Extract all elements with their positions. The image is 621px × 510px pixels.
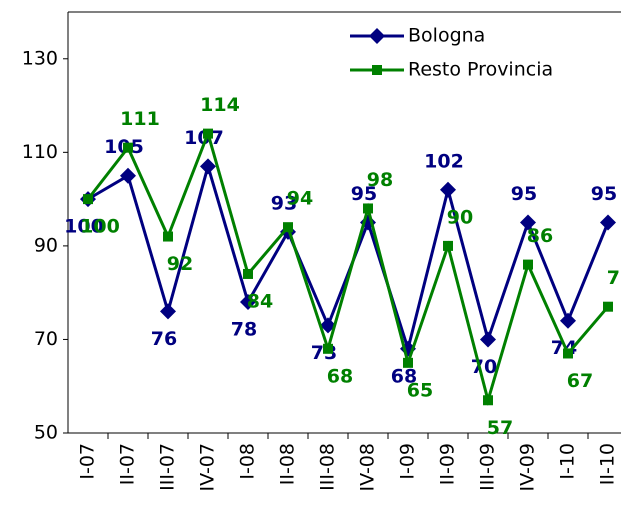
data-label: 86: [527, 225, 553, 247]
data-label: 90: [447, 206, 473, 228]
marker: [440, 181, 456, 198]
marker: [600, 214, 616, 231]
legend-marker: [369, 28, 385, 44]
x-tick-label: II-09: [437, 443, 459, 485]
marker: [123, 142, 133, 153]
marker: [120, 167, 136, 184]
marker: [200, 158, 216, 175]
marker: [160, 303, 176, 320]
marker: [283, 222, 293, 233]
data-label: 114: [200, 94, 240, 116]
data-label: 76: [151, 328, 177, 350]
data-label: 94: [287, 188, 313, 210]
data-label: 102: [424, 150, 464, 172]
marker: [243, 268, 253, 279]
data-label: 95: [511, 183, 537, 205]
data-label: 65: [407, 379, 433, 401]
data-label: 68: [391, 365, 417, 387]
marker: [163, 231, 173, 242]
data-label: 100: [64, 216, 104, 238]
y-tick-label: 130: [22, 47, 58, 69]
series-line: [86, 128, 610, 406]
marker: [203, 128, 213, 139]
marker: [520, 214, 536, 231]
legend-label: Resto Provincia: [408, 59, 553, 81]
x-tick-label: III-08: [317, 443, 339, 491]
marker: [403, 357, 413, 368]
x-tick-label: I-09: [397, 443, 419, 480]
x-tick-label: III-09: [477, 443, 499, 491]
data-label: 78: [231, 319, 257, 341]
legend-marker: [372, 65, 382, 75]
y-tick-label: 110: [22, 141, 58, 163]
data-label: 84: [247, 290, 273, 312]
marker: [240, 294, 256, 311]
data-label: 57: [487, 417, 513, 439]
x-tick-label: III-07: [157, 443, 179, 491]
data-label: 77: [607, 267, 621, 289]
data-label: 68: [327, 365, 353, 387]
data-label: 93: [271, 192, 297, 214]
x-tick-label: I-07: [77, 443, 99, 480]
marker: [323, 343, 333, 354]
x-tick-label: I-10: [557, 443, 579, 480]
y-tick-label: 90: [34, 234, 58, 256]
data-label: 111: [120, 108, 160, 130]
x-tick-label: IV-08: [357, 443, 379, 492]
data-label: 95: [351, 183, 377, 205]
marker: [563, 348, 573, 359]
marker: [443, 240, 453, 251]
x-tick-label: IV-07: [197, 443, 219, 492]
data-label: 100: [80, 216, 120, 238]
data-label: 92: [167, 253, 193, 275]
data-label: 95: [591, 183, 617, 205]
x-tick-label: II-08: [277, 443, 299, 485]
marker: [83, 194, 93, 205]
y-tick-label: 70: [34, 328, 58, 350]
marker: [560, 312, 576, 329]
data-label: 98: [367, 169, 393, 191]
x-tick-label: II-10: [597, 443, 619, 485]
legend-label: Bologna: [408, 25, 485, 47]
marker: [523, 259, 533, 270]
marker: [480, 331, 496, 348]
marker: [483, 395, 493, 406]
marker: [603, 301, 613, 312]
x-tick-label: I-08: [237, 443, 259, 480]
data-label: 70: [471, 356, 497, 378]
data-label: 67: [567, 370, 593, 392]
x-tick-label: IV-09: [517, 443, 539, 492]
x-tick-label: II-07: [117, 443, 139, 485]
marker: [363, 203, 373, 214]
y-tick-label: 50: [34, 422, 58, 444]
